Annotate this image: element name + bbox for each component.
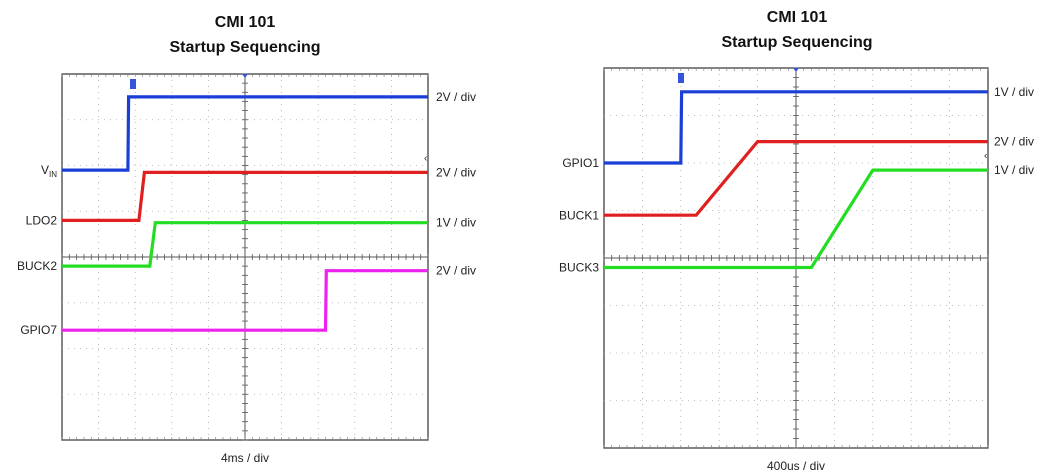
- trigger-marker-shape: [130, 79, 136, 89]
- top-center-marker-icon: [242, 74, 248, 78]
- ref-arrow-icon: ‹: [424, 153, 427, 164]
- scale-label-gpio1: 1V / div: [994, 85, 1034, 99]
- trace-vin: [62, 95, 428, 172]
- trace-gpio7: [62, 269, 428, 332]
- chart-title: CMI 101: [767, 9, 828, 26]
- scale-label-buck1: 2V / div: [994, 135, 1034, 149]
- channel-label-vin: VIN: [41, 163, 57, 179]
- trace-gpio1: [604, 90, 988, 165]
- chart-subtitle: Startup Sequencing: [169, 39, 320, 56]
- scale-label-buck2: 1V / div: [436, 216, 476, 230]
- trigger-marker-shape: [678, 73, 684, 83]
- time-scale-label: 400us / div: [767, 459, 825, 473]
- trigger-marker-icon: [130, 79, 136, 89]
- chart-title: CMI 101: [215, 14, 276, 31]
- scope-panel-2: CMI 101 Startup Sequencing ‹ GPIO1 1V / div B…: [559, 9, 1034, 473]
- scale-label-buck3: 1V / div: [994, 163, 1034, 177]
- time-scale-label: 4ms / div: [221, 451, 269, 465]
- channel-label-buck2: BUCK2: [17, 259, 57, 273]
- trace-buck3: [604, 168, 988, 270]
- trigger-marker-icon: [678, 73, 684, 83]
- channel-label-buck3: BUCK3: [559, 261, 599, 275]
- channel-label-ldo2: LDO2: [26, 213, 58, 227]
- scope-panel-1: CMI 101 Startup Sequencing ‹ VIN 2V / div LDO…: [17, 14, 476, 465]
- scale-label-vin: 2V / div: [436, 90, 476, 104]
- top-center-marker-icon: [793, 68, 799, 72]
- channel-label-buck1: BUCK1: [559, 208, 599, 222]
- ref-arrow-icon: ‹: [984, 150, 987, 161]
- trace-buck2: [62, 221, 428, 268]
- scale-label-gpio7: 2V / div: [436, 264, 476, 278]
- scale-label-ldo2: 2V / div: [436, 165, 476, 179]
- trace-buck1: [604, 140, 988, 217]
- chart-subtitle: Startup Sequencing: [721, 34, 872, 51]
- channel-label-gpio7: GPIO7: [20, 323, 57, 337]
- channel-label-subscript: IN: [49, 170, 57, 179]
- channel-label-gpio1: GPIO1: [562, 156, 599, 170]
- trace-ldo2: [62, 170, 428, 222]
